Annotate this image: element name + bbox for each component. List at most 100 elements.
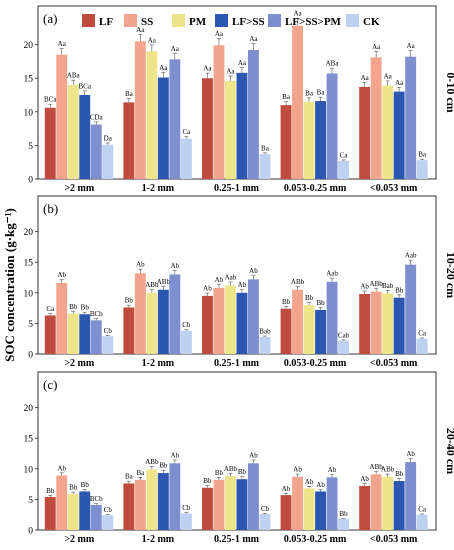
bar xyxy=(44,496,56,530)
bar xyxy=(169,59,181,179)
bar-label: Ba xyxy=(136,469,145,477)
bar-label: Ab xyxy=(238,281,247,289)
x-tick-label: 0.053-0.25 mm xyxy=(284,183,347,194)
y-tick-label: 0 xyxy=(28,351,33,361)
bar xyxy=(292,25,303,180)
legend-label: CK xyxy=(363,16,380,28)
bar xyxy=(79,95,91,179)
bar xyxy=(44,315,56,354)
bar xyxy=(202,78,213,179)
bar xyxy=(259,514,271,530)
bar xyxy=(236,72,248,179)
bar xyxy=(123,483,135,530)
bar xyxy=(67,313,79,354)
bar xyxy=(416,160,428,179)
bar xyxy=(315,101,326,179)
bar xyxy=(123,307,135,354)
bar-label: Aa xyxy=(58,40,67,48)
bar xyxy=(338,340,349,354)
bar-label: Ba xyxy=(317,89,326,97)
bar-label: ABb xyxy=(157,278,171,286)
bar-label: Ab xyxy=(293,466,302,474)
bar xyxy=(338,518,349,530)
bar xyxy=(67,84,79,179)
bar-label: Ba xyxy=(125,473,134,481)
bar xyxy=(225,285,236,354)
bar-label: Bb xyxy=(395,470,404,478)
bar-label: Ab xyxy=(249,451,258,459)
bar-label: BCb xyxy=(90,495,103,503)
bar-label: Ba xyxy=(418,151,427,159)
bar-label: Ca xyxy=(418,505,427,513)
bar-label: Aab xyxy=(405,252,417,260)
bar-label: Bb xyxy=(46,487,55,495)
bar-label: Ab xyxy=(203,284,212,292)
panel-tag: (b) xyxy=(43,201,58,216)
bar xyxy=(102,144,114,179)
x-tick-label: <0.053 mm xyxy=(370,534,418,545)
bar xyxy=(405,56,417,179)
bar xyxy=(169,274,181,354)
bar-label: ABb xyxy=(145,458,159,466)
bar xyxy=(157,289,169,354)
bar-label: ABb xyxy=(145,281,159,289)
bar-label: ABb xyxy=(381,466,395,474)
bar-label: ABb xyxy=(370,463,384,471)
bar xyxy=(359,485,371,530)
bar xyxy=(169,463,181,530)
y-tick-label: 15 xyxy=(24,259,34,269)
bar xyxy=(134,479,146,530)
x-tick-label: >2 mm xyxy=(64,358,95,369)
bar-label: Bb xyxy=(69,484,78,492)
x-tick-label: 0.25-1 mm xyxy=(214,183,260,194)
bar xyxy=(56,54,68,179)
bar xyxy=(90,504,102,530)
y-tick-label: 0 xyxy=(28,527,33,537)
bar-label: Cb xyxy=(182,321,191,329)
bar-label: CDa xyxy=(90,113,104,121)
bar xyxy=(405,264,417,354)
bar xyxy=(90,124,102,179)
bar-label: Ab xyxy=(360,283,369,291)
bar xyxy=(248,463,259,530)
bar xyxy=(315,309,326,354)
bar xyxy=(213,287,225,354)
y-tick-label: 5 xyxy=(28,142,33,152)
bar-label: Cb xyxy=(104,506,113,514)
bar xyxy=(280,105,292,179)
bar xyxy=(146,469,158,530)
panel-0: 0 5 10 15 20 (a) 0-10 cm BCa Aa ABa BCa CDa Da >2 mm B… xyxy=(24,5,454,194)
bar-label: Cab xyxy=(338,331,350,339)
chart-legend: LF SS PM LF>SS LF>SS>PM CK xyxy=(82,14,380,28)
bar xyxy=(370,474,382,530)
x-tick-label: >2 mm xyxy=(64,534,95,545)
bar xyxy=(134,41,146,179)
bar-label: Ca xyxy=(418,329,427,337)
bar-label: Aa xyxy=(148,36,157,44)
y-tick-label: 20 xyxy=(24,41,34,51)
bar-label: ABb xyxy=(291,278,305,286)
legend-label: SS xyxy=(141,16,153,28)
bar-label: Ab xyxy=(249,267,258,275)
bar xyxy=(280,495,292,530)
bar xyxy=(315,491,326,530)
bar-label: Aa xyxy=(384,72,393,80)
bar-label: Ca xyxy=(46,305,55,313)
bar xyxy=(134,273,146,354)
bar-label: Ba xyxy=(282,93,291,101)
depth-label: 0-10 cm xyxy=(444,72,454,112)
bar-label: Cb xyxy=(104,327,113,335)
bar xyxy=(102,515,114,530)
legend-label: LF>SS>PM xyxy=(285,16,342,28)
bar xyxy=(393,91,405,179)
bar-label: ABa xyxy=(326,60,340,68)
bar-label: Aa xyxy=(395,79,404,87)
bar xyxy=(123,102,135,179)
bar xyxy=(416,514,428,530)
bar xyxy=(202,295,213,354)
bar-label: Bb xyxy=(159,462,168,470)
bar xyxy=(292,289,303,354)
bar-label: Bb xyxy=(81,481,90,489)
legend-label: LF xyxy=(99,16,113,28)
